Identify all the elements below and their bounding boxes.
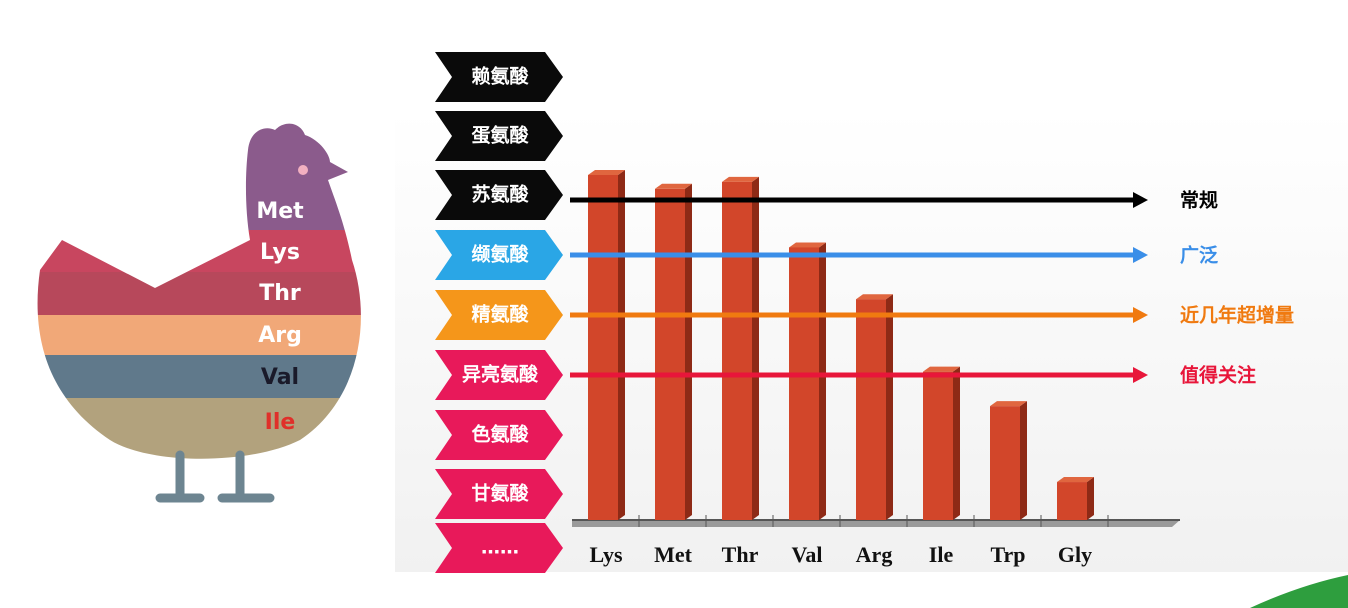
chevron-label: 精氨酸 — [471, 303, 529, 326]
x-tick-label: Ile — [929, 542, 954, 567]
bar-top — [722, 176, 759, 182]
bar-side — [618, 170, 625, 520]
bar-top — [1057, 477, 1094, 483]
chevron — [435, 290, 563, 340]
bar-top — [990, 401, 1027, 407]
bar — [856, 299, 886, 520]
chicken-label: Thr — [259, 281, 301, 306]
chevron — [435, 523, 563, 573]
bar-side — [819, 242, 826, 520]
chevron-label: 异亮氨酸 — [462, 363, 539, 386]
chevron — [435, 469, 563, 519]
bar — [588, 175, 618, 520]
chicken-label: Lys — [260, 240, 300, 265]
arrow-label: 广泛 — [1180, 244, 1218, 267]
floor — [572, 520, 1180, 527]
chevron — [435, 350, 563, 400]
chevron — [435, 170, 563, 220]
bar — [990, 406, 1020, 520]
chevron — [435, 230, 563, 280]
chevron-label: …… — [481, 537, 519, 559]
bar — [1057, 482, 1087, 520]
arrow-head — [1133, 247, 1148, 263]
chicken-label: Ile — [265, 410, 296, 435]
chevron-label: 蛋氨酸 — [471, 124, 529, 147]
arrow-label: 常规 — [1180, 189, 1218, 212]
bar-side — [886, 294, 893, 520]
x-tick-label: Trp — [990, 542, 1025, 567]
arrow-head — [1133, 307, 1148, 323]
chevron-label: 苏氨酸 — [471, 183, 529, 206]
bar-side — [1087, 477, 1094, 520]
bar-side — [953, 366, 960, 520]
chevron — [435, 410, 563, 460]
x-tick-label: Thr — [722, 542, 759, 567]
chicken-label: Met — [256, 199, 304, 224]
corner-accent — [1250, 575, 1348, 608]
bar-top — [789, 242, 826, 248]
chicken-label: Val — [261, 365, 299, 390]
chevron — [435, 52, 563, 102]
arrow-label: 近几年超增量 — [1180, 304, 1294, 327]
chevron — [435, 111, 563, 161]
arrow-head — [1133, 367, 1148, 383]
chevron-label: 甘氨酸 — [471, 482, 529, 505]
chicken: Met Lys Thr Arg Val Ile — [37, 123, 361, 503]
bar — [923, 371, 953, 520]
chicken-label: Arg — [258, 323, 302, 348]
arrow-label: 值得关注 — [1180, 364, 1256, 387]
bar-top — [655, 183, 692, 189]
bar — [655, 188, 685, 521]
bar — [722, 181, 752, 520]
bar-side — [752, 176, 759, 520]
bar-side — [1020, 401, 1027, 520]
bar-chart: Lys Met Thr Val Arg Ile Trp Gly — [572, 170, 1180, 567]
bar — [789, 247, 819, 520]
chevron-label: 色氨酸 — [471, 423, 529, 446]
bar-side — [685, 183, 692, 521]
x-tick-label: Arg — [856, 542, 893, 567]
x-tick-label: Lys — [589, 542, 622, 567]
x-tick-label: Met — [654, 542, 693, 567]
chevron-label: 赖氨酸 — [471, 65, 529, 88]
x-tick-label: Val — [792, 542, 823, 567]
bar-top — [856, 294, 893, 300]
bar-top — [923, 366, 960, 372]
bar-top — [588, 170, 625, 175]
arrow-head — [1133, 192, 1148, 208]
x-tick-label: Gly — [1058, 542, 1092, 567]
chevron-label: 缬氨酸 — [471, 243, 529, 266]
